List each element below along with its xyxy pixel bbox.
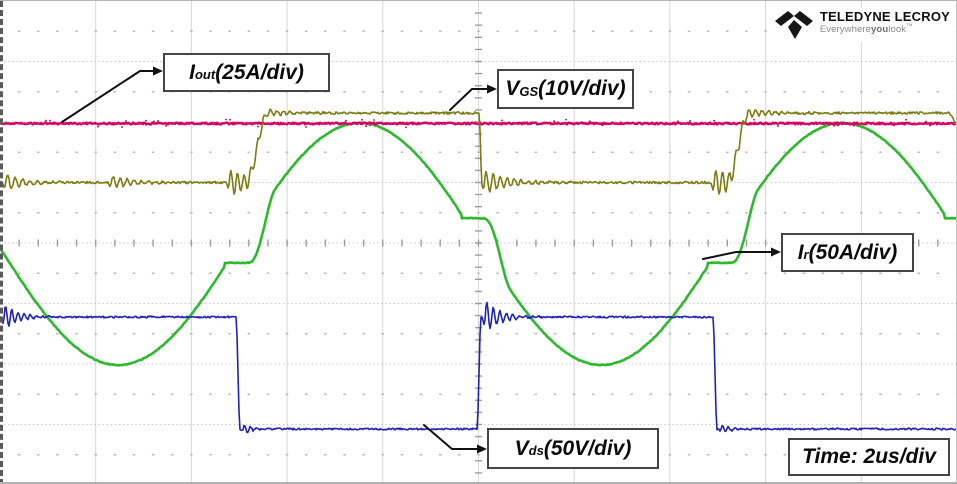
trace-vgs [0, 108, 956, 195]
trace-iout-noise [553, 120, 555, 123]
trace-iout-noise [257, 125, 259, 128]
callout-arrow [449, 88, 491, 111]
plot-left-border [0, 1, 3, 482]
callout-arrowhead [487, 84, 497, 94]
logo-brand-name: TELEDYNE LECROY [819, 9, 950, 24]
trace-iout [0, 121, 956, 126]
trace-iout-noise [689, 120, 691, 122]
trace-iout-noise [345, 119, 347, 122]
trace-iout-noise [753, 118, 755, 121]
trace-iout-noise [97, 125, 99, 128]
callout-arrowhead [477, 444, 487, 454]
trace-ir [0, 121, 956, 367]
trace-iout-noise [365, 125, 367, 128]
callout-arrow [61, 70, 157, 123]
vgs-label-sub: GS [519, 83, 539, 99]
timebase-text: Time: 2us/div [802, 445, 936, 468]
iout-label-scale: (25A/div) [215, 60, 304, 84]
trace-vds [0, 301, 956, 434]
vgs-label-scale: (10V/div) [538, 77, 626, 100]
trace-iout-noise [777, 125, 779, 127]
trace-iout-noise [229, 118, 231, 121]
trace-iout-noise [837, 124, 839, 127]
iout-label-sub: out [194, 67, 216, 82]
trace-iout-noise [225, 118, 227, 121]
trace-iout-noise [157, 119, 159, 122]
trace-iout-noise [373, 119, 375, 121]
trace-iout-noise [145, 119, 147, 122]
trace-iout-noise [601, 124, 603, 127]
vgs-label-symbol: V [505, 77, 520, 100]
trace-iout-noise [677, 120, 679, 123]
trace-iout-noise [125, 120, 127, 122]
timebase-label: Time: 2us/div [788, 438, 950, 476]
teledyne-logo-icon [774, 11, 813, 39]
trace-iout-noise [565, 118, 567, 121]
vgs-label: V GS (10V/div) [497, 69, 634, 109]
vds-label-sub: ds [528, 443, 544, 458]
callout-arrow [423, 424, 481, 450]
trace-iout-noise [165, 125, 167, 127]
callout-arrowhead [771, 247, 781, 257]
logo-tagline: Everywhereyoulook™ [819, 22, 913, 35]
callout-arrow [702, 251, 775, 260]
trace-iout-noise [853, 124, 855, 127]
trace-iout-noise [925, 120, 927, 123]
ir-label-sub: r [803, 247, 809, 262]
trace-iout-noise [589, 120, 591, 123]
trace-iout-noise [905, 118, 907, 121]
trace-iout-noise [45, 119, 47, 122]
teledyne-lecroy-logo: TELEDYNE LECROY Everywhereyoulook™ [771, 8, 952, 42]
trace-iout-noise [49, 119, 51, 122]
vds-label-scale: (50V/div) [543, 436, 632, 460]
trace-iout-noise [501, 119, 503, 122]
trace-iout-noise [361, 118, 363, 121]
trace-iout-noise [305, 126, 307, 128]
logo-text: TELEDYNE LECROY Everywhereyoulook™ [820, 10, 950, 35]
trace-iout-noise [121, 126, 123, 128]
trace-iout-noise [153, 120, 155, 123]
callout-arrowhead [153, 66, 163, 76]
trace-iout-noise [833, 125, 835, 127]
iout-label-symbol: I [189, 60, 195, 84]
trace-iout-noise [405, 126, 407, 129]
trace-iout-noise [893, 124, 895, 127]
ir-label-scale: (50A/div) [808, 240, 898, 264]
trace-iout-noise [369, 124, 371, 127]
trace-iout-noise [929, 124, 931, 127]
ir-label-symbol: I [797, 240, 804, 264]
vds-label-symbol: V [514, 436, 529, 460]
trace-iout-noise [713, 119, 715, 122]
